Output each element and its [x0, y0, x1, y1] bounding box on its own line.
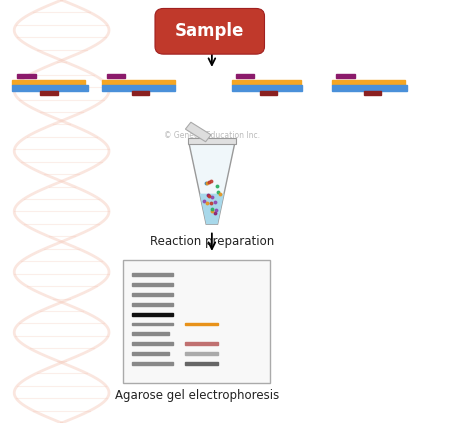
Bar — [336, 74, 355, 78]
Bar — [260, 91, 277, 95]
Bar — [107, 74, 125, 78]
Bar — [17, 74, 36, 78]
Polygon shape — [189, 144, 235, 224]
Bar — [132, 273, 173, 276]
Bar — [185, 352, 218, 355]
Bar — [185, 362, 218, 365]
Bar — [132, 91, 149, 95]
Polygon shape — [200, 194, 224, 224]
Bar — [132, 303, 173, 306]
Bar — [364, 91, 381, 95]
Bar — [123, 260, 270, 383]
Text: Reaction preparation: Reaction preparation — [150, 235, 274, 248]
Bar — [132, 313, 173, 316]
Bar — [40, 91, 58, 95]
Bar — [102, 85, 175, 91]
Bar — [132, 342, 173, 345]
Bar — [132, 362, 173, 365]
Bar — [236, 74, 254, 78]
Bar — [332, 85, 407, 91]
Bar — [185, 342, 218, 345]
Text: Agarose gel electrophoresis: Agarose gel electrophoresis — [115, 389, 279, 402]
Bar — [185, 322, 218, 325]
Text: Sample: Sample — [175, 22, 245, 40]
Bar — [132, 293, 173, 296]
Bar — [12, 80, 85, 85]
Text: © Genetic Education Inc.: © Genetic Education Inc. — [164, 131, 260, 140]
Bar — [232, 80, 301, 85]
FancyBboxPatch shape — [155, 8, 264, 54]
Bar — [132, 322, 173, 325]
Bar — [132, 352, 169, 355]
Bar — [12, 85, 88, 91]
Bar — [332, 80, 405, 85]
Bar — [132, 283, 173, 286]
Bar — [102, 80, 175, 85]
Bar — [188, 138, 236, 144]
Polygon shape — [185, 122, 211, 142]
Bar — [132, 332, 169, 335]
Bar — [232, 85, 302, 91]
